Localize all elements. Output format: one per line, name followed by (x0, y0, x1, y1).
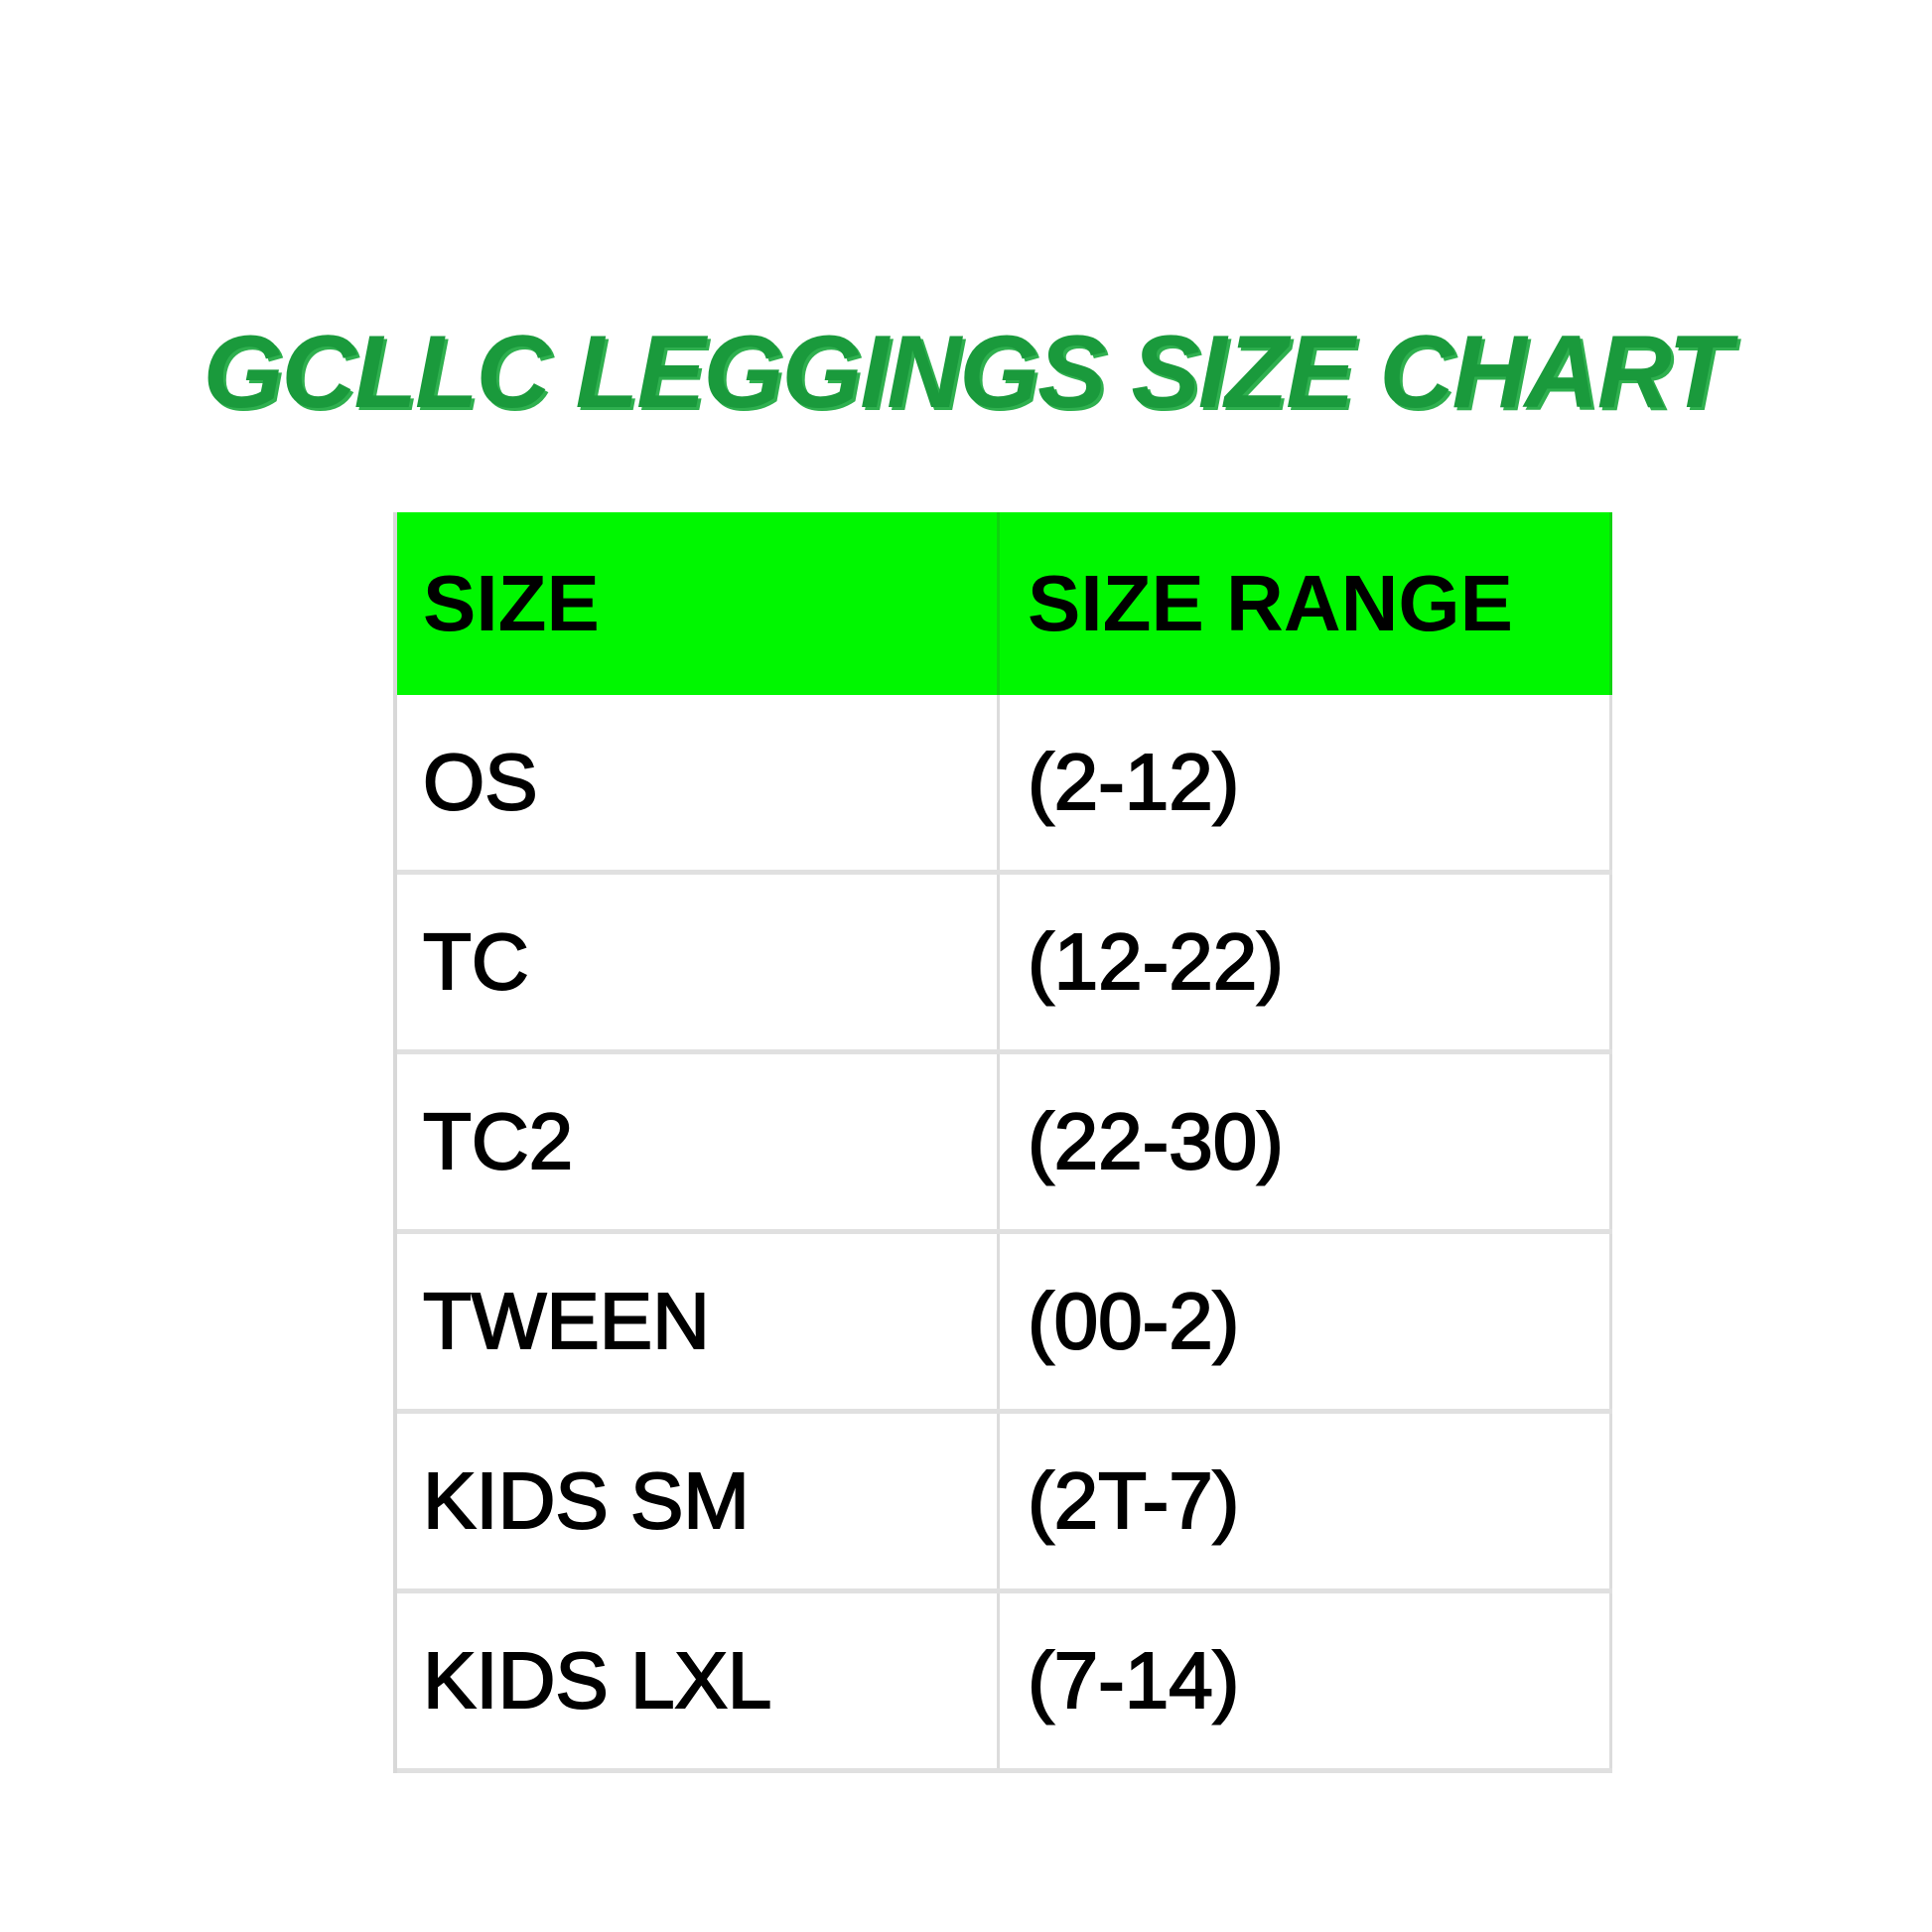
cell-text: TC2 (422, 1096, 574, 1186)
table-row: KIDS SM (2T-7) (397, 1414, 1612, 1593)
size-range-cell: (2T-7) (1000, 1414, 1612, 1588)
table-row: KIDS LXL (7-14) (397, 1593, 1612, 1773)
size-chart-table: SIZE SIZE RANGE OS (2-12) TC (12-22) TC2 (22-… (393, 512, 1612, 1773)
header-label: SIZE RANGE (1028, 559, 1513, 647)
cell-text: TC (422, 916, 530, 1007)
cell-text: (7-14) (1027, 1635, 1240, 1725)
cell-text: (2T-7) (1027, 1455, 1240, 1546)
table-header: SIZE SIZE RANGE (397, 512, 1612, 695)
table-row: TWEEN (00-2) (397, 1234, 1612, 1414)
size-range-cell: (7-14) (1000, 1593, 1612, 1768)
page-title: GCLLC LEGGINGS SIZE CHART (203, 315, 1730, 430)
size-cell: TWEEN (397, 1234, 1000, 1409)
cell-text: TWEEN (422, 1276, 711, 1366)
table-row: OS (2-12) (397, 695, 1612, 875)
size-range-cell: (2-12) (1000, 695, 1612, 870)
header-cell-size-range: SIZE RANGE (1000, 512, 1612, 695)
table-body: OS (2-12) TC (12-22) TC2 (22-30) TWEEN (00-2) KI… (397, 695, 1612, 1773)
size-cell: TC2 (397, 1054, 1000, 1229)
size-cell: OS (397, 695, 1000, 870)
cell-text: OS (422, 737, 539, 827)
cell-text: KIDS SM (422, 1455, 751, 1546)
cell-text: KIDS LXL (422, 1635, 772, 1725)
size-cell: KIDS SM (397, 1414, 1000, 1588)
table-row: TC (12-22) (397, 875, 1612, 1054)
cell-text: (2-12) (1027, 737, 1240, 827)
size-range-cell: (00-2) (1000, 1234, 1612, 1409)
size-range-cell: (22-30) (1000, 1054, 1612, 1229)
cell-text: (00-2) (1027, 1276, 1240, 1366)
header-cell-size: SIZE (397, 512, 1000, 695)
table-row: TC2 (22-30) (397, 1054, 1612, 1234)
cell-text: (12-22) (1027, 916, 1285, 1007)
size-cell: KIDS LXL (397, 1593, 1000, 1768)
header-label: SIZE (423, 559, 600, 647)
size-range-cell: (12-22) (1000, 875, 1612, 1049)
size-cell: TC (397, 875, 1000, 1049)
cell-text: (22-30) (1027, 1096, 1285, 1186)
